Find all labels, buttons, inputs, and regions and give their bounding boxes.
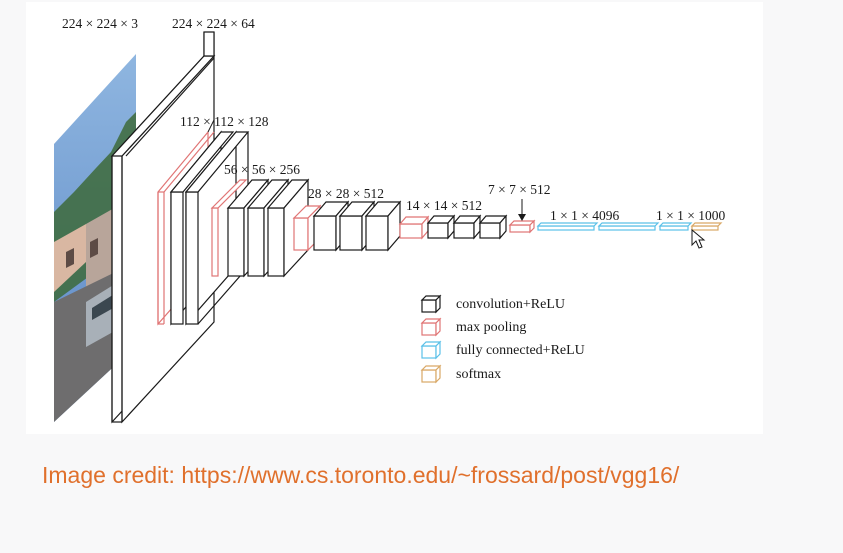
legend-item-conv: convolution+ReLU <box>420 294 565 314</box>
legend-item-fc: fully connected+ReLU <box>420 340 585 360</box>
vgg16-figure: 224 × 224 × 3 224 × 224 × 64 112 × 112 ×… <box>26 2 763 434</box>
dim-label-pool5: 7 × 7 × 512 <box>488 182 550 197</box>
legend-label-conv: convolution+ReLU <box>456 297 565 312</box>
conv5-block <box>398 214 508 240</box>
dim-label-input: 224 × 224 × 3 <box>62 16 138 31</box>
conv2-block <box>157 119 250 326</box>
conv4-block <box>292 200 402 252</box>
conv3-block <box>210 178 310 278</box>
cursor-icon <box>691 228 706 249</box>
legend-label-softmax: softmax <box>456 367 501 382</box>
dim-label-conv4: 28 × 28 × 512 <box>308 186 384 201</box>
dim-label-conv5: 14 × 14 × 512 <box>406 198 482 213</box>
legend-item-pool: max pooling <box>420 317 526 337</box>
dim-label-fc: 1 × 1 × 4096 <box>550 208 619 223</box>
legend: convolution+ReLU max pooling fully conne… <box>420 294 585 384</box>
dim-label-softmax: 1 × 1 × 1000 <box>656 208 725 223</box>
pool5-block <box>508 199 536 234</box>
legend-label-pool: max pooling <box>456 320 526 335</box>
softmax-layer <box>690 222 723 231</box>
dim-label-conv1: 224 × 224 × 64 <box>172 16 255 31</box>
dim-label-conv2: 112 × 112 × 128 <box>180 114 269 129</box>
legend-item-softmax: softmax <box>420 364 501 384</box>
dim-label-conv3: 56 × 56 × 256 <box>224 162 300 177</box>
legend-label-fc: fully connected+ReLU <box>456 343 585 358</box>
vgg16-architecture-diagram: 224 × 224 × 3 224 × 224 × 64 112 × 112 ×… <box>54 16 725 424</box>
fc-layers <box>536 222 693 231</box>
image-credit-caption: Image credit: https://www.cs.toronto.edu… <box>42 462 680 488</box>
